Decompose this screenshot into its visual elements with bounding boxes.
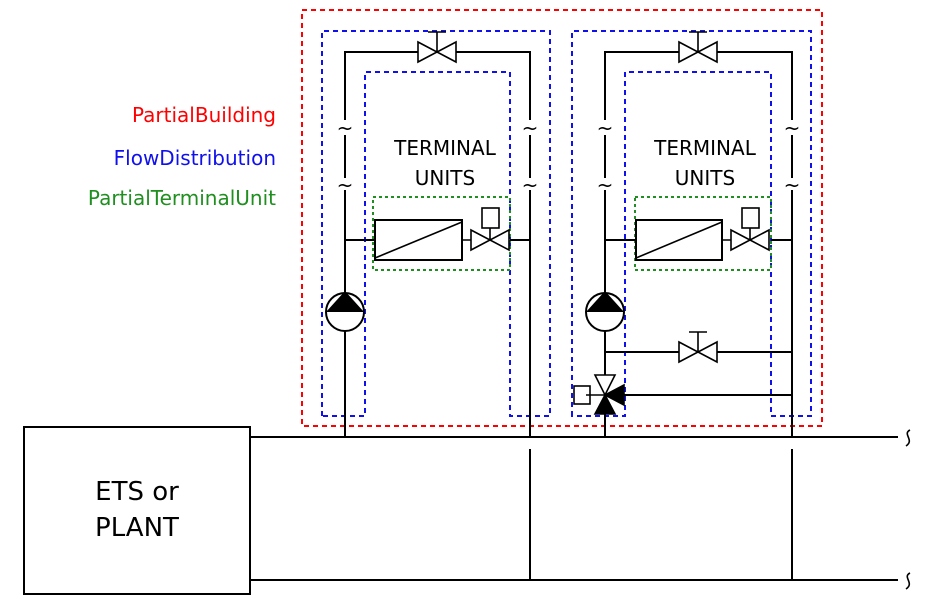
pipe-break-icon: ~ bbox=[597, 116, 614, 140]
pipe-break-icon: ~ bbox=[597, 173, 614, 197]
left-pipes bbox=[344, 51, 531, 437]
right-terminal-units-label-line2: UNITS bbox=[675, 166, 735, 190]
actuator-icon bbox=[481, 207, 500, 229]
legend-flow-distribution: FlowDistribution bbox=[114, 146, 276, 170]
plant-label-line1: ETS or bbox=[95, 477, 179, 507]
two-way-valve-icon bbox=[462, 207, 510, 252]
heat-exchanger-icon bbox=[374, 219, 463, 261]
pipe-break-icon: ~ bbox=[784, 173, 801, 197]
two-way-valve-icon bbox=[678, 331, 718, 364]
right-flow-distribution-boundary bbox=[571, 30, 812, 417]
heat-exchanger-icon bbox=[635, 219, 723, 261]
left-terminal-units-label-line1: TERMINAL bbox=[393, 136, 497, 160]
actuator-icon bbox=[573, 385, 591, 405]
two-way-valve-icon bbox=[722, 207, 770, 252]
right-partial-terminal-unit-boundary bbox=[634, 196, 772, 271]
right-building: ~ ~ ~ ~ bbox=[571, 30, 812, 437]
right-pipes bbox=[604, 51, 793, 437]
pump-icon bbox=[585, 291, 625, 332]
left-building: ~ ~ ~ ~ TERMINAL UNITS bbox=[321, 30, 551, 437]
pipe-break-icon: ~ bbox=[522, 116, 539, 140]
legend-partial-building: PartialBuilding bbox=[132, 103, 276, 127]
ets-or-plant-box bbox=[23, 426, 251, 595]
left-partial-terminal-unit-boundary bbox=[372, 196, 511, 271]
main-distribution-lines bbox=[250, 436, 898, 581]
left-terminal-units-label-line2: UNITS bbox=[415, 166, 475, 190]
pump-icon bbox=[325, 291, 365, 332]
two-way-valve-icon bbox=[417, 31, 457, 64]
right-terminal-units-label-line1: TERMINAL bbox=[653, 136, 757, 160]
pipe-break-icon bbox=[905, 572, 911, 590]
actuator-icon bbox=[741, 207, 760, 229]
return-risers bbox=[529, 449, 793, 580]
pipe-break-icon bbox=[905, 429, 911, 447]
three-way-valve-icon bbox=[573, 374, 625, 415]
two-way-valve-icon bbox=[678, 31, 718, 64]
pipe-break-icon: ~ bbox=[784, 116, 801, 140]
pipe-break-icon: ~ bbox=[337, 173, 354, 197]
plant-label-line2: PLANT bbox=[95, 513, 179, 543]
pipe-break-icon: ~ bbox=[522, 173, 539, 197]
pipe-break-icon: ~ bbox=[337, 116, 354, 140]
legend-partial-terminal-unit: PartialTerminalUnit bbox=[88, 186, 276, 210]
left-flow-distribution-boundary bbox=[321, 30, 551, 417]
